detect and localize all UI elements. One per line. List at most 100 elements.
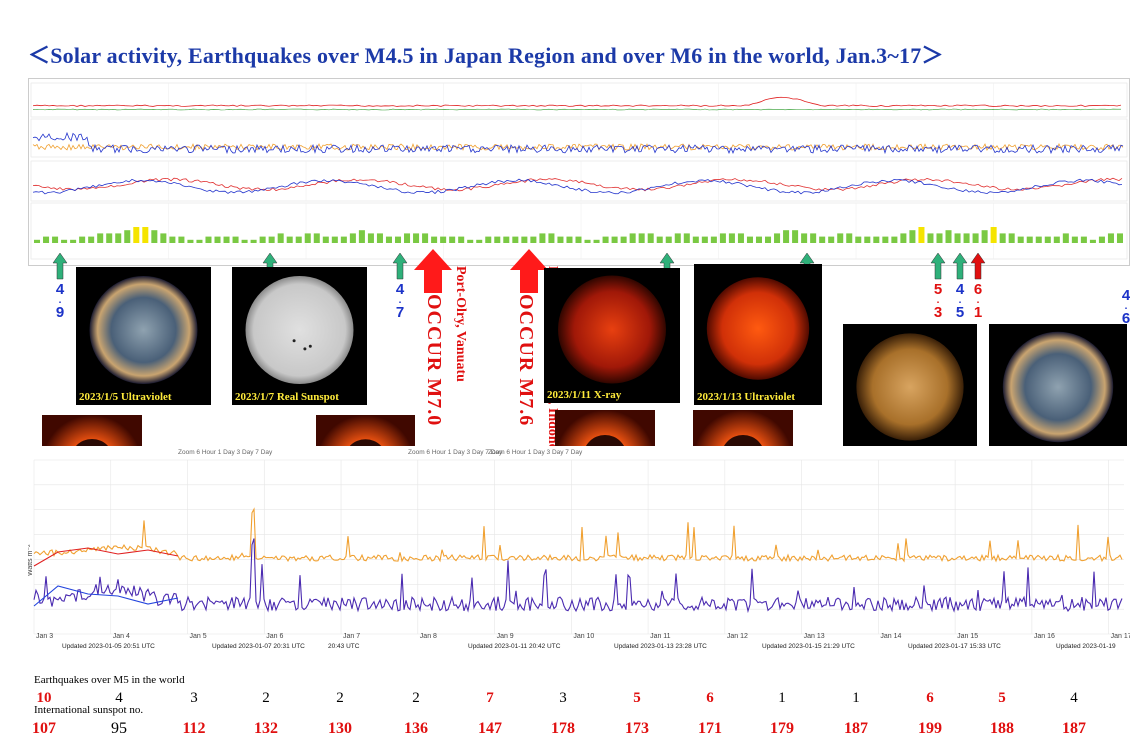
eq-row-label: Earthquakes over M5 in the world [34, 674, 185, 686]
xray-updated-label: Updated 2023-01-19 [1056, 643, 1116, 650]
kp-bar [1008, 233, 1015, 243]
sunspot-count: 95 [111, 720, 127, 737]
kp-bar [376, 233, 383, 243]
kp-bar [665, 236, 672, 243]
kp-bar [413, 233, 420, 243]
kp-bar [1107, 233, 1114, 243]
kp-bar [710, 236, 717, 243]
kp-bar [331, 236, 338, 243]
kp-bar [620, 236, 627, 243]
xray-date-tick: Jan 14 [880, 633, 901, 640]
world-eq-count: 10 [36, 690, 52, 706]
kp-bar [97, 233, 104, 243]
kp-bar [692, 236, 699, 243]
xray-updated-label: Updated 2023-01-15 21:29 UTC [762, 643, 855, 650]
xray-updated-label: 20:43 UTC [328, 643, 360, 650]
sunspot-count: 147 [478, 720, 502, 737]
kp-bar [602, 236, 609, 243]
kp-bar [286, 236, 293, 243]
kp-bar [169, 236, 176, 243]
xray-background [28, 446, 1130, 656]
kp-bar [106, 233, 113, 243]
sunspot-count: 188 [990, 720, 1014, 737]
solar-image: 2023/1/7 Real Sunspot [232, 267, 367, 405]
kp-bar [638, 233, 645, 243]
goes-subpanel [30, 202, 1128, 260]
kp-bar [575, 236, 582, 243]
world-eq-count: 3 [559, 690, 567, 706]
kp-bar [449, 236, 456, 243]
goes-overview-chart [30, 82, 1128, 260]
solar-image-caption: 2023/1/7 Real Sunspot [235, 391, 339, 403]
kp-bar [566, 236, 573, 243]
world-eq-count: 4 [115, 690, 123, 706]
world-eq-count: 6 [926, 690, 934, 706]
kp-bar [828, 236, 835, 243]
kp-bar [719, 233, 726, 243]
kp-bar [539, 233, 546, 243]
kp-bar [683, 233, 690, 243]
kp-bar [214, 236, 221, 243]
kp-bar [972, 233, 979, 243]
kp-bar [304, 233, 311, 243]
kp-bar [656, 236, 663, 243]
goes-subpanel [30, 160, 1128, 202]
proton-flux-line-2 [32, 108, 1122, 111]
xray-date-tick: Jan 12 [727, 633, 748, 640]
kp-bar [611, 236, 618, 243]
kp-bar [792, 230, 799, 243]
electron-flux-line [32, 142, 1124, 152]
solar-image: 2023/1/11 X-ray [544, 268, 680, 403]
xray-updated-label: Updated 2023-01-07 20:31 UTC [212, 643, 305, 650]
magnitude-label: 6.1 [973, 281, 983, 321]
kp-bar [584, 239, 591, 243]
solar-image-graphic [856, 333, 964, 441]
solar-image-caption: 2023/1/11 X-ray [547, 389, 622, 401]
xray-date-tick: Jan 13 [804, 633, 825, 640]
kp-bar [385, 236, 392, 243]
kp-bar [728, 233, 735, 243]
kp-bar [340, 236, 347, 243]
sunspot-count: 107 [32, 720, 56, 737]
kp-bar [521, 236, 528, 243]
solar-image-graphic [1002, 331, 1114, 443]
kp-bar [1035, 236, 1042, 243]
kp-bar [954, 233, 961, 243]
kp-bar [873, 236, 880, 243]
kp-bar [864, 236, 871, 243]
quake-arrow-icon [52, 252, 68, 280]
kp-bar [981, 230, 988, 243]
kp-bar [503, 236, 510, 243]
kp-bar [918, 227, 925, 243]
kp-bar [755, 236, 763, 243]
kp-bar [548, 233, 555, 243]
kp-bar [223, 236, 230, 243]
kp-bar [232, 236, 239, 243]
xray-date-tick: Jan 11 [650, 633, 671, 640]
big-quake-magnitude: OCCUR M7.0 [423, 294, 445, 427]
solar-image: 2023/1/5 Ultraviolet [76, 267, 211, 405]
kp-bar [801, 233, 808, 243]
kp-bar [1017, 236, 1024, 243]
kp-bar [151, 230, 158, 243]
sunspot-count: 171 [698, 720, 722, 737]
kp-bar [124, 230, 131, 243]
kp-bar [765, 236, 772, 243]
xray-short-flux-line [33, 538, 1123, 614]
kp-bar [810, 233, 817, 243]
xray-date-tick: Jan 10 [573, 633, 594, 640]
quake-arrow-icon [392, 252, 408, 280]
kp-bar [1044, 236, 1051, 243]
magnitude-label: 4.6 [1121, 287, 1130, 327]
solar-image: 2023/1/17 Ultraviolet [989, 324, 1127, 462]
kp-bar [70, 239, 77, 243]
kp-bar [259, 236, 266, 243]
kp-bar [178, 236, 185, 243]
kp-bar [1116, 233, 1123, 243]
world-eq-count: 4 [1070, 690, 1078, 706]
xray-date-tick: Jan 17 [1111, 633, 1130, 640]
kp-bar [295, 236, 302, 243]
kp-bar [61, 239, 68, 243]
kp-bar [205, 236, 212, 243]
kp-bar [1098, 236, 1105, 243]
